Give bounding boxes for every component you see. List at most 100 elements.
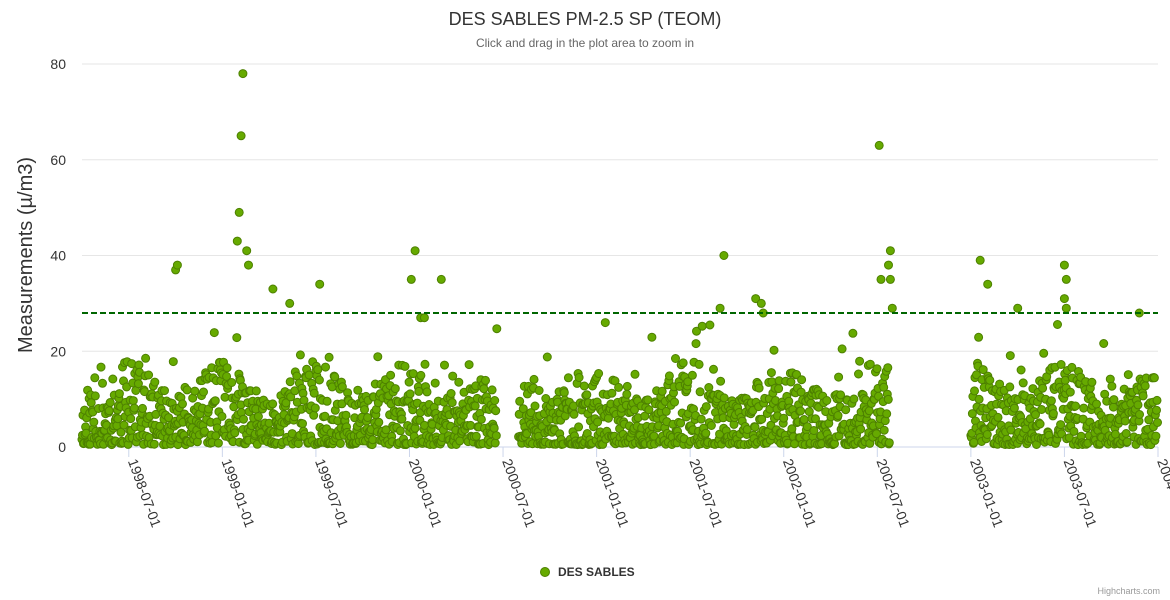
data-point[interactable]	[454, 377, 464, 387]
data-point[interactable]	[286, 392, 296, 402]
data-point[interactable]	[1031, 410, 1040, 420]
data-point[interactable]	[1013, 303, 1023, 313]
data-point[interactable]	[470, 401, 480, 411]
data-point[interactable]	[448, 371, 458, 381]
data-point[interactable]	[1037, 405, 1047, 414]
data-point[interactable]	[128, 396, 138, 406]
data-point[interactable]	[1122, 437, 1132, 447]
data-point[interactable]	[797, 375, 807, 385]
data-point[interactable]	[390, 384, 400, 394]
data-point[interactable]	[89, 417, 99, 427]
data-point[interactable]	[1046, 396, 1056, 406]
data-point[interactable]	[974, 332, 984, 342]
data-point[interactable]	[750, 422, 760, 432]
data-point[interactable]	[864, 406, 874, 416]
data-point[interactable]	[884, 438, 894, 448]
data-point[interactable]	[150, 377, 160, 387]
data-point[interactable]	[373, 352, 383, 362]
data-point[interactable]	[1005, 382, 1015, 392]
data-point[interactable]	[476, 414, 486, 424]
data-point[interactable]	[492, 324, 502, 334]
data-point[interactable]	[1061, 274, 1071, 284]
data-point[interactable]	[200, 426, 209, 436]
data-point[interactable]	[134, 360, 144, 370]
data-point[interactable]	[405, 389, 415, 399]
data-point[interactable]	[1121, 429, 1131, 438]
data-point[interactable]	[701, 428, 711, 438]
data-point[interactable]	[1056, 360, 1066, 369]
data-point[interactable]	[687, 370, 697, 380]
data-point[interactable]	[464, 360, 474, 370]
data-point[interactable]	[530, 401, 540, 411]
data-point[interactable]	[1005, 351, 1015, 361]
data-point[interactable]	[1061, 303, 1071, 313]
data-point[interactable]	[322, 396, 332, 406]
data-point[interactable]	[1079, 403, 1089, 413]
data-point[interactable]	[141, 353, 151, 363]
data-point[interactable]	[416, 370, 426, 380]
data-point[interactable]	[757, 414, 767, 424]
data-point[interactable]	[834, 372, 844, 382]
data-point[interactable]	[972, 370, 981, 380]
data-point[interactable]	[239, 414, 248, 424]
data-point[interactable]	[603, 413, 613, 423]
data-point[interactable]	[579, 381, 589, 391]
data-point[interactable]	[657, 386, 667, 396]
data-point[interactable]	[766, 368, 776, 378]
data-point[interactable]	[1038, 383, 1048, 393]
data-point[interactable]	[1138, 391, 1148, 401]
data-point[interactable]	[697, 321, 707, 331]
data-point[interactable]	[683, 377, 693, 387]
data-point[interactable]	[865, 359, 875, 369]
data-point[interactable]	[268, 284, 278, 294]
data-point[interactable]	[144, 370, 154, 380]
data-point[interactable]	[751, 294, 761, 304]
data-point[interactable]	[126, 414, 136, 424]
data-point[interactable]	[833, 411, 843, 420]
data-point[interactable]	[422, 387, 432, 397]
data-point[interactable]	[315, 279, 325, 289]
data-point[interactable]	[314, 375, 324, 385]
data-point[interactable]	[691, 339, 701, 349]
data-point[interactable]	[172, 260, 182, 270]
data-point[interactable]	[420, 359, 430, 369]
data-point[interactable]	[222, 371, 232, 381]
data-point[interactable]	[563, 373, 573, 383]
data-point[interactable]	[967, 409, 977, 419]
legend-label[interactable]: DES SABLES	[558, 565, 635, 579]
data-point[interactable]	[190, 386, 200, 396]
data-point[interactable]	[436, 274, 446, 284]
data-point[interactable]	[149, 439, 159, 449]
data-point[interactable]	[1053, 320, 1062, 329]
data-point[interactable]	[975, 255, 985, 265]
data-point[interactable]	[664, 371, 674, 381]
data-point[interactable]	[779, 413, 789, 423]
data-point[interactable]	[559, 388, 569, 398]
data-point[interactable]	[876, 274, 886, 284]
data-point[interactable]	[1065, 387, 1075, 397]
data-point[interactable]	[709, 364, 718, 374]
data-point[interactable]	[515, 396, 525, 406]
data-point[interactable]	[607, 388, 617, 398]
data-point[interactable]	[299, 395, 309, 405]
data-point[interactable]	[353, 385, 363, 395]
data-point[interactable]	[796, 406, 806, 416]
data-point[interactable]	[238, 69, 248, 79]
data-point[interactable]	[489, 423, 499, 433]
data-point[interactable]	[138, 403, 147, 413]
data-point[interactable]	[479, 384, 489, 394]
data-point[interactable]	[811, 414, 820, 424]
data-point[interactable]	[209, 328, 219, 338]
data-point[interactable]	[1153, 418, 1162, 427]
data-point[interactable]	[855, 356, 865, 366]
data-point[interactable]	[490, 438, 500, 448]
data-point[interactable]	[395, 426, 405, 436]
data-point[interactable]	[1151, 431, 1161, 441]
data-point[interactable]	[310, 403, 320, 413]
data-point[interactable]	[491, 431, 501, 441]
series-des-sables[interactable]	[77, 69, 1162, 450]
data-point[interactable]	[716, 376, 726, 386]
data-point[interactable]	[178, 399, 187, 409]
data-point[interactable]	[678, 358, 688, 368]
data-point[interactable]	[1048, 409, 1058, 419]
